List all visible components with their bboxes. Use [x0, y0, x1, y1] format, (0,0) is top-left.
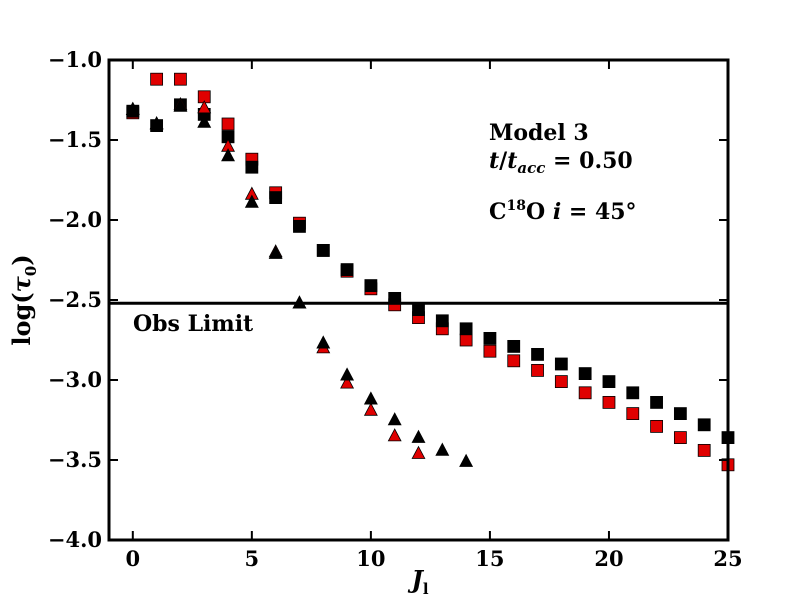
annotations: Model 3 t/tacc = 0.50 C18O i = 45° Obs L…: [7, 120, 637, 598]
square-marker: [269, 191, 283, 205]
triangle-marker: [411, 445, 426, 459]
square-marker: [150, 72, 164, 86]
data-marks: [109, 72, 735, 472]
x-tick-label: 25: [713, 546, 742, 571]
triangle-marker: [435, 442, 450, 456]
square-marker: [650, 419, 663, 433]
square-marker: [364, 279, 378, 293]
triangle-marker: [363, 391, 378, 405]
square-marker: [483, 331, 497, 345]
triangle-marker: [387, 428, 402, 442]
square-marker: [412, 303, 425, 317]
square-marker: [626, 407, 640, 421]
triangle-marker: [197, 100, 212, 114]
x-tick-label: 5: [245, 546, 260, 571]
annotation-model: Model 3: [489, 120, 589, 146]
y-tick-label: −2.0: [48, 207, 102, 232]
y-tick-label: −1.0: [48, 47, 102, 72]
square-marker: [245, 160, 259, 174]
triangle-marker: [411, 429, 426, 443]
square-marker: [697, 418, 711, 432]
plot-frame: [107, 58, 730, 542]
square-marker: [316, 243, 330, 257]
triangle-marker: [340, 375, 355, 389]
square-marker: [602, 395, 616, 409]
triangle-marker: [292, 295, 307, 309]
square-marker: [531, 347, 544, 361]
x-tick-label: 10: [356, 546, 385, 571]
triangle-marker: [125, 101, 140, 115]
y-tick-label: −3.5: [48, 447, 102, 472]
triangle-marker: [149, 116, 164, 130]
square-marker: [221, 117, 235, 131]
x-tick-label: 20: [594, 546, 623, 571]
x-tick-label: 15: [475, 546, 504, 571]
obs-limit-label: Obs Limit: [133, 311, 254, 337]
square-marker: [507, 354, 521, 368]
square-marker: [578, 367, 592, 381]
y-tick-label: −2.5: [48, 287, 102, 312]
triangle-marker: [221, 148, 236, 162]
square-marker: [459, 333, 473, 347]
square-marker: [388, 291, 402, 305]
x-axis-label: Jl: [407, 565, 428, 598]
y-tick-label: −4.0: [48, 527, 102, 552]
triangle-marker: [173, 98, 188, 112]
square-marker: [483, 344, 497, 358]
annotation-time: t/tacc = 0.50: [489, 148, 633, 177]
square-marker: [531, 363, 544, 377]
x-tick-label: 0: [125, 546, 140, 571]
square-marker: [435, 314, 449, 328]
square-marker: [626, 386, 640, 400]
square-marker: [673, 431, 687, 445]
triangle-marker: [459, 453, 474, 467]
square-marker: [174, 72, 187, 86]
square-marker: [554, 375, 568, 389]
triangle-marker: [268, 245, 283, 259]
square-marker: [650, 395, 663, 409]
square-marker: [697, 443, 711, 457]
square-marker: [293, 219, 306, 233]
triangle-marker: [387, 412, 402, 426]
triangle-marker: [340, 367, 355, 381]
square-marker: [459, 322, 473, 336]
square-marker: [673, 407, 687, 421]
square-marker: [578, 386, 592, 400]
y-axis-label: log(τ0): [7, 254, 40, 345]
triangle-marker: [197, 114, 212, 128]
square-marker: [602, 375, 616, 389]
square-marker: [340, 263, 354, 277]
triangle-marker: [363, 402, 378, 416]
y-tick-label: −1.5: [48, 127, 102, 152]
annotation-species: C18O i = 45°: [489, 198, 637, 225]
triangle-marker: [244, 194, 259, 208]
square-marker: [507, 339, 521, 353]
square-marker: [554, 357, 568, 371]
y-tick-label: −3.0: [48, 367, 102, 392]
axes: 0 5 10 15 20 25 −1.0 −1.5 −2.0 −2.5 −3.0 −3.5 −4.0: [48, 47, 743, 571]
triangle-marker: [316, 335, 331, 349]
